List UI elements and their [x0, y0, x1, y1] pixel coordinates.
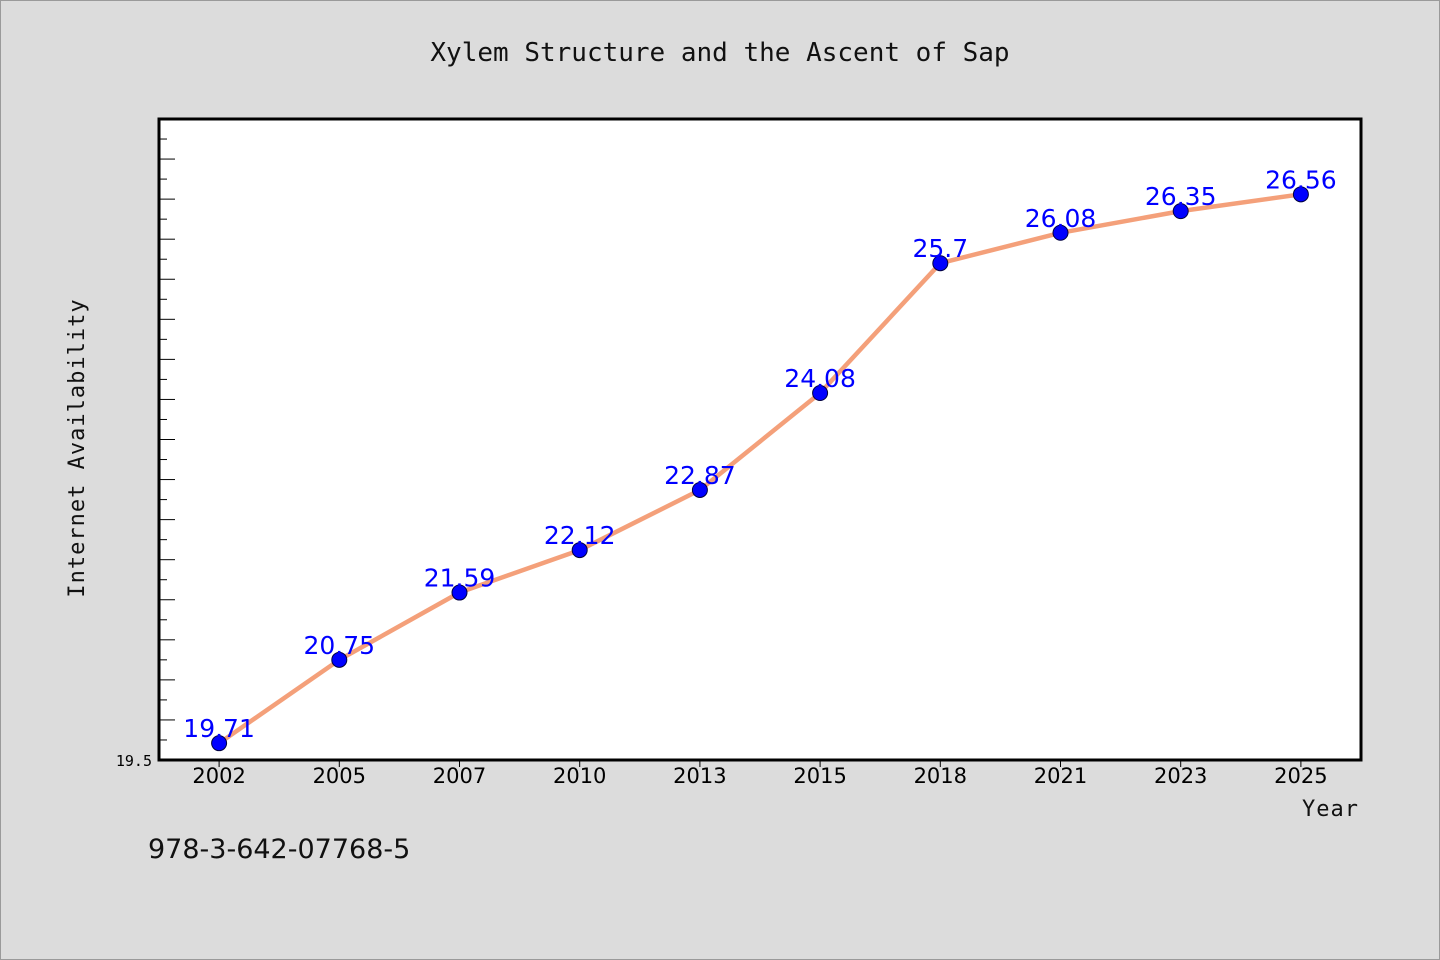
- data-label: 22.12: [544, 521, 616, 550]
- data-label: 20.75: [304, 631, 376, 660]
- data-label: 26.08: [1025, 204, 1097, 233]
- x-tick-label: 2013: [673, 764, 726, 788]
- y-axis-ticks: [159, 118, 175, 761]
- data-label: 24.08: [784, 364, 856, 393]
- data-point: [1292, 186, 1309, 203]
- y-tick-label: 19.5: [116, 752, 152, 770]
- data-point: [1172, 203, 1189, 220]
- data-label: 22.87: [664, 461, 736, 490]
- x-tick-label: 2007: [433, 764, 486, 788]
- data-point: [211, 735, 228, 752]
- data-point: [691, 481, 708, 498]
- x-axis-label: Year: [1302, 797, 1359, 822]
- x-tick-label: 2023: [1154, 764, 1207, 788]
- series-group: 19.71 20.75 21.59 22.12 22.87 24.08 25.7 26.08 2…: [183, 165, 1337, 752]
- data-point: [812, 385, 829, 402]
- x-tick-label: 2005: [313, 764, 366, 788]
- y-axis-label: Internet Availability: [65, 298, 90, 597]
- data-point: [1052, 224, 1069, 241]
- x-tick-label: 2018: [914, 764, 967, 788]
- series-line: [217, 192, 1302, 746]
- x-tick-label: 2010: [553, 764, 606, 788]
- data-point: [451, 584, 468, 601]
- x-tick-label: 2002: [192, 764, 245, 788]
- isbn-note: 978-3-642-07768-5: [148, 834, 411, 865]
- data-label: 21.59: [424, 564, 496, 593]
- data-point: [331, 651, 348, 668]
- data-point: [932, 255, 949, 272]
- data-label: 26.56: [1265, 165, 1337, 194]
- x-tick-label: 2021: [1034, 764, 1087, 788]
- data-point: [571, 542, 588, 559]
- data-label: 25.7: [912, 234, 968, 263]
- data-label: 19.71: [183, 714, 255, 743]
- x-axis-ticks: 2002 2005 2007 2010 2013 2015 2018 2021 2023 2025: [192, 760, 1328, 788]
- data-label: 26.35: [1145, 182, 1217, 211]
- x-tick-label: 2025: [1274, 764, 1327, 788]
- chart-title: Xylem Structure and the Ascent of Sap: [430, 38, 1009, 68]
- x-tick-label: 2015: [793, 764, 846, 788]
